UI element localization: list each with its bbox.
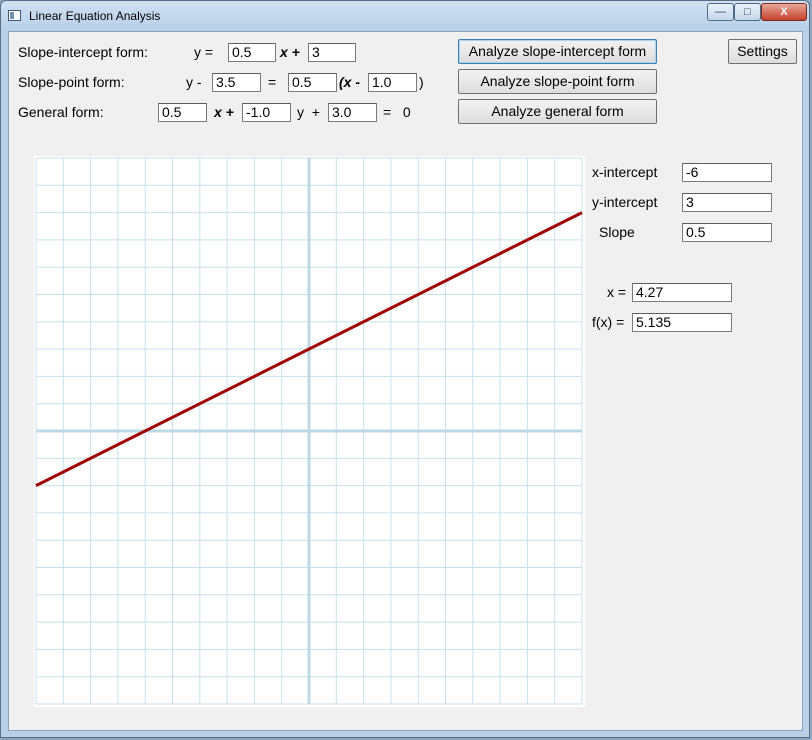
close-paren-label: ) [419,74,424,90]
general-x-plus-label: x + [214,104,234,120]
open-x-minus-label: (x - [339,74,360,90]
y-equals-label: y = [194,44,214,60]
settings-button[interactable]: Settings [728,39,797,64]
slope-m-input[interactable]: 0.5 [228,43,276,62]
slope-field[interactable]: 0.5 [682,223,772,242]
y-plus-label: y + [297,104,320,120]
x-plus-label: x + [280,44,300,60]
point-y1-input[interactable]: 3.5 [212,73,261,92]
intercept-b-input[interactable]: 3 [308,43,356,62]
x-intercept-field[interactable]: -6 [682,163,772,182]
analyze-general-button[interactable]: Analyze general form [458,99,657,124]
point-x1-input[interactable]: 1.0 [368,73,417,92]
general-b-input[interactable]: -1.0 [242,103,291,122]
analyze-slope-point-button[interactable]: Analyze slope-point form [458,69,657,94]
fx-value-field[interactable]: 5.135 [632,313,732,332]
general-c-input[interactable]: 3.0 [328,103,377,122]
client-area: Slope-intercept form: y = 0.5 x + 3 Slop… [8,31,803,731]
minimize-button[interactable]: — [707,3,734,21]
maximize-button[interactable]: □ [734,3,761,21]
close-button[interactable]: X [761,3,807,21]
fx-value-label: f(x) = [592,314,625,330]
x-value-field[interactable]: 4.27 [632,283,732,302]
x-value-label: x = [607,284,627,300]
line-graph[interactable] [34,156,585,707]
title-bar[interactable]: Linear Equation Analysis — □ X [1,1,809,31]
general-form-label: General form: [18,104,104,120]
equals-label: = [268,74,277,90]
equation-line [35,211,583,487]
app-icon [8,10,21,21]
analyze-slope-intercept-button[interactable]: Analyze slope-intercept form [458,39,657,64]
y-intercept-label: y-intercept [592,194,658,210]
y-intercept-field[interactable]: 3 [682,193,772,212]
window-title: Linear Equation Analysis [29,9,161,23]
general-a-input[interactable]: 0.5 [158,103,207,122]
x-intercept-label: x-intercept [592,164,658,180]
y-minus-label: y - [186,74,202,90]
slope-intercept-label: Slope-intercept form: [18,44,148,60]
point-slope-input[interactable]: 0.5 [288,73,337,92]
equals-zero-label: = 0 [383,104,411,120]
slope-point-label: Slope-point form: [18,74,125,90]
slope-label: Slope [599,224,635,240]
